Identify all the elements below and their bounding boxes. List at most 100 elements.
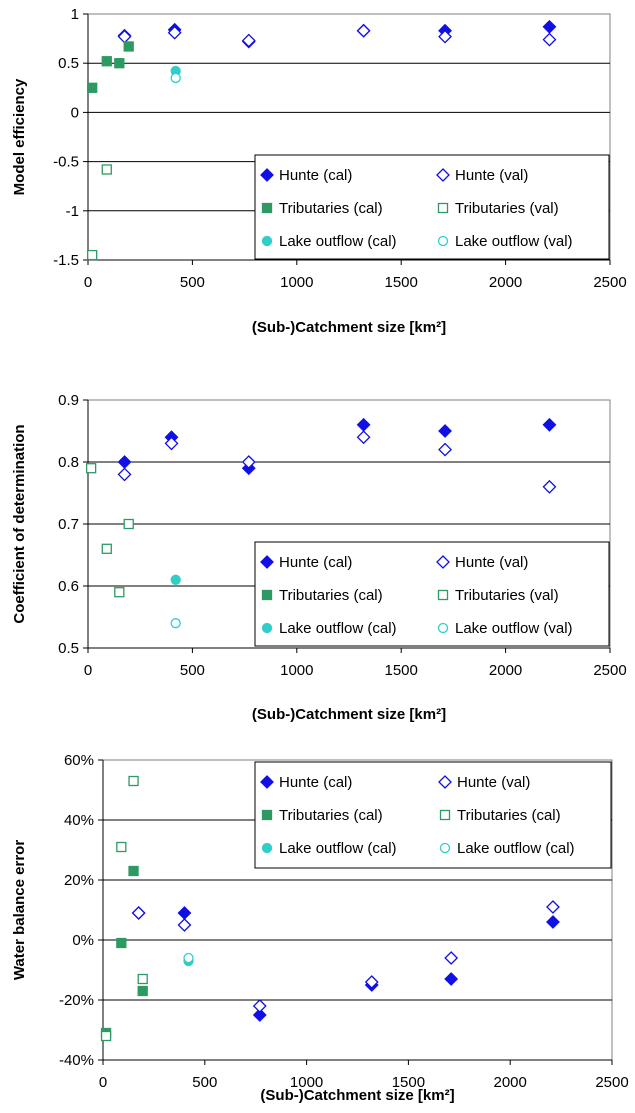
x-tick-label: 0 — [84, 662, 92, 679]
data-point — [101, 164, 112, 175]
data-point — [364, 975, 379, 989]
data-point — [137, 973, 148, 985]
data-point — [438, 442, 452, 457]
data-point — [542, 417, 557, 432]
x-tick-label: 2500 — [593, 274, 626, 291]
y-tick-label: 60% — [64, 752, 94, 769]
data-point — [177, 918, 192, 932]
y-axis-title: Water balance error — [11, 840, 28, 980]
legend-label: Tributaries (cal) — [279, 807, 383, 824]
legend-label: Tributaries (val) — [455, 200, 559, 217]
legend-marker — [439, 809, 451, 821]
legend-label: Tributaries (val) — [455, 587, 559, 604]
legend-marker — [438, 775, 452, 789]
chart-panel-2: 0.9 0.8 0.7 0.6 0.5 0 500 1000 1500 2000 2500 (Sub-… — [11, 392, 627, 723]
data-points — [87, 19, 557, 261]
y-tick-label: -40% — [59, 1052, 94, 1069]
data-point — [241, 33, 256, 48]
x-tick-label: 1000 — [280, 662, 313, 679]
x-tick-label: 1500 — [385, 662, 418, 679]
legend: Hunte (cal) Hunte (val) Tributaries (cal) T… — [254, 541, 610, 647]
legend-label: Lake outflow (cal) — [279, 233, 397, 250]
data-point — [114, 58, 125, 69]
data-point — [438, 424, 452, 438]
chart-panel-3: 60% 40% 20% 0% -20% -40% 0 500 1000 1500 2000 2500 (… — [11, 752, 629, 1104]
y-tick-label: 0.8 — [58, 454, 79, 471]
legend: Hunte (cal) Hunte (val) Tributaries (cal) T… — [254, 154, 610, 260]
data-point — [546, 900, 560, 914]
legend-marker — [261, 235, 273, 247]
y-tick-label: 0.7 — [58, 516, 79, 533]
legend-marker — [437, 589, 449, 601]
data-point — [87, 249, 98, 261]
data-point — [123, 518, 134, 530]
data-point — [101, 56, 112, 67]
legend-label: Lake outflow (cal) — [457, 840, 575, 857]
legend-label: Hunte (cal) — [279, 554, 352, 571]
data-point — [137, 985, 148, 997]
data-point — [100, 1030, 112, 1042]
legend-marker — [436, 168, 450, 182]
legend-marker — [261, 809, 273, 821]
y-tick-label: 0.9 — [58, 392, 79, 409]
y-tick-label: 0.6 — [58, 578, 79, 595]
data-point — [123, 41, 134, 52]
data-point — [87, 82, 98, 93]
legend-label: Hunte (cal) — [279, 167, 352, 184]
y-tick-label: 40% — [64, 812, 94, 829]
x-tick-label: 2000 — [489, 662, 522, 679]
y-tick-label: -20% — [59, 992, 94, 1009]
legend-marker — [439, 842, 451, 854]
data-point — [444, 972, 459, 986]
data-point — [546, 915, 560, 929]
y-tick-label: 1 — [71, 6, 79, 23]
x-axis-title: (Sub-)Catchment size [km²] — [252, 706, 446, 723]
x-axis-title: (Sub-)Catchment size [km²] — [252, 319, 446, 336]
data-point — [183, 952, 194, 964]
data-point — [170, 618, 181, 629]
data-point — [542, 479, 557, 494]
legend: Hunte (cal) Hunte (val) Tributaries (cal) T… — [254, 761, 612, 869]
data-point — [101, 543, 112, 554]
data-point — [252, 999, 267, 1013]
data-point — [542, 32, 557, 47]
data-point — [356, 430, 371, 445]
x-tick-label: 1000 — [280, 274, 313, 291]
legend-label: Hunte (val) — [455, 554, 528, 571]
data-point — [241, 455, 256, 469]
data-point — [114, 587, 125, 598]
data-point — [128, 775, 139, 787]
data-points — [85, 417, 557, 629]
x-tick-label: 2500 — [593, 662, 626, 679]
chart-panel-1: 1 0.5 0 -0.5 -1 -1.5 0 500 1000 1500 2000 2500 (Sub-… — [11, 6, 627, 336]
legend-label: Hunte (cal) — [279, 774, 352, 791]
data-point — [164, 436, 179, 451]
x-tick-label: 2000 — [494, 1074, 527, 1091]
x-tick-label: 2000 — [489, 274, 522, 291]
y-tick-label: 0.5 — [58, 55, 79, 72]
data-points — [100, 775, 560, 1042]
x-tick-label: 500 — [180, 662, 205, 679]
legend-marker — [437, 622, 449, 634]
x-tick-label: 1500 — [392, 1074, 425, 1091]
data-point — [252, 1008, 267, 1022]
y-tick-label: -1.5 — [53, 252, 79, 269]
legend-marker — [261, 842, 273, 854]
data-point — [438, 29, 452, 44]
legend-label: Hunte (val) — [455, 167, 528, 184]
legend-marker — [261, 622, 273, 634]
legend-marker — [260, 555, 274, 569]
data-point — [170, 72, 181, 84]
x-tick-label: 1000 — [290, 1074, 323, 1091]
x-tick-label: 500 — [192, 1074, 217, 1091]
legend-label: Tributaries (cal) — [279, 587, 383, 604]
x-tick-label: 2500 — [595, 1074, 628, 1091]
data-point — [444, 951, 459, 965]
y-tick-label: 0% — [72, 932, 94, 949]
data-point — [116, 937, 127, 949]
legend-box — [254, 154, 610, 260]
legend-box — [254, 761, 612, 869]
legend-label: Lake outflow (cal) — [279, 620, 397, 637]
data-point — [170, 574, 181, 585]
y-tick-label: 20% — [64, 872, 94, 889]
